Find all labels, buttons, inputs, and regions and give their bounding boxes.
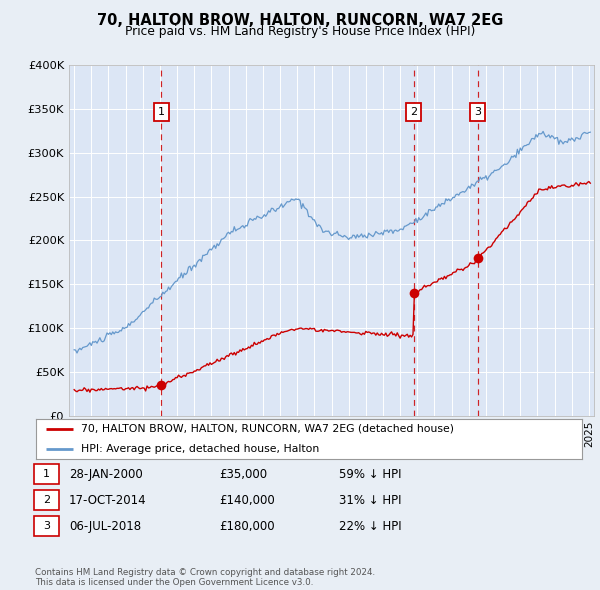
Text: 3: 3 — [43, 522, 50, 531]
Text: 3: 3 — [474, 107, 481, 117]
Text: HPI: Average price, detached house, Halton: HPI: Average price, detached house, Halt… — [81, 444, 319, 454]
Text: Price paid vs. HM Land Registry's House Price Index (HPI): Price paid vs. HM Land Registry's House … — [125, 25, 475, 38]
Text: 70, HALTON BROW, HALTON, RUNCORN, WA7 2EG (detached house): 70, HALTON BROW, HALTON, RUNCORN, WA7 2E… — [81, 424, 454, 434]
Text: 06-JUL-2018: 06-JUL-2018 — [69, 520, 141, 533]
Text: 2: 2 — [410, 107, 417, 117]
Text: 31% ↓ HPI: 31% ↓ HPI — [339, 494, 401, 507]
Text: 59% ↓ HPI: 59% ↓ HPI — [339, 468, 401, 481]
Text: £140,000: £140,000 — [219, 494, 275, 507]
Text: 70, HALTON BROW, HALTON, RUNCORN, WA7 2EG: 70, HALTON BROW, HALTON, RUNCORN, WA7 2E… — [97, 13, 503, 28]
Text: 22% ↓ HPI: 22% ↓ HPI — [339, 520, 401, 533]
Text: 28-JAN-2000: 28-JAN-2000 — [69, 468, 143, 481]
Text: £180,000: £180,000 — [219, 520, 275, 533]
Text: 1: 1 — [43, 470, 50, 479]
Text: £35,000: £35,000 — [219, 468, 267, 481]
Text: 17-OCT-2014: 17-OCT-2014 — [69, 494, 146, 507]
Text: Contains HM Land Registry data © Crown copyright and database right 2024.
This d: Contains HM Land Registry data © Crown c… — [35, 568, 375, 587]
Text: 1: 1 — [158, 107, 164, 117]
Text: 2: 2 — [43, 496, 50, 505]
